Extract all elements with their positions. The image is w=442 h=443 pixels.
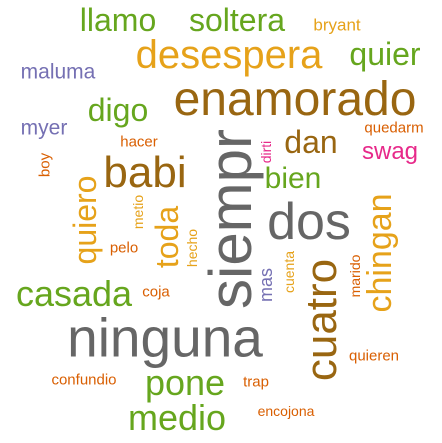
word: cuenta (281, 250, 297, 294)
word: cuatro (297, 258, 346, 382)
word: pone (144, 362, 226, 403)
word: llamo (79, 2, 157, 38)
word: quedarm (364, 119, 424, 137)
word: hacer (120, 133, 158, 151)
word: medio (127, 397, 227, 438)
word: casada (15, 273, 133, 314)
word: pelo (109, 239, 139, 257)
word: coja (142, 283, 170, 301)
word: quieren (348, 347, 400, 365)
word: siempr (197, 128, 264, 310)
word: metio (130, 194, 146, 230)
word: chingan (361, 193, 399, 313)
word: bien (264, 162, 322, 195)
word: marido (347, 254, 363, 298)
word: dirti (258, 140, 274, 164)
word: mas (256, 267, 276, 303)
word: myer (20, 116, 68, 140)
word: confundio (51, 371, 117, 389)
word: hecho (184, 228, 200, 268)
word: soltera (188, 2, 286, 38)
word: dos (267, 193, 351, 251)
word: ninguna (67, 306, 263, 369)
word: trap (243, 373, 269, 391)
word: quiero (67, 175, 103, 265)
word: bryant (313, 15, 361, 35)
word: encojona (257, 403, 315, 419)
word: quier (349, 36, 421, 72)
word: maluma (20, 60, 96, 84)
word: desespera (135, 33, 323, 77)
word: swag (361, 138, 419, 165)
word: babi (103, 148, 187, 197)
word: digo (87, 92, 149, 128)
word: toda (149, 205, 185, 269)
word: dan (284, 124, 338, 160)
word: enamorado (173, 73, 417, 126)
word: boy (36, 152, 54, 178)
